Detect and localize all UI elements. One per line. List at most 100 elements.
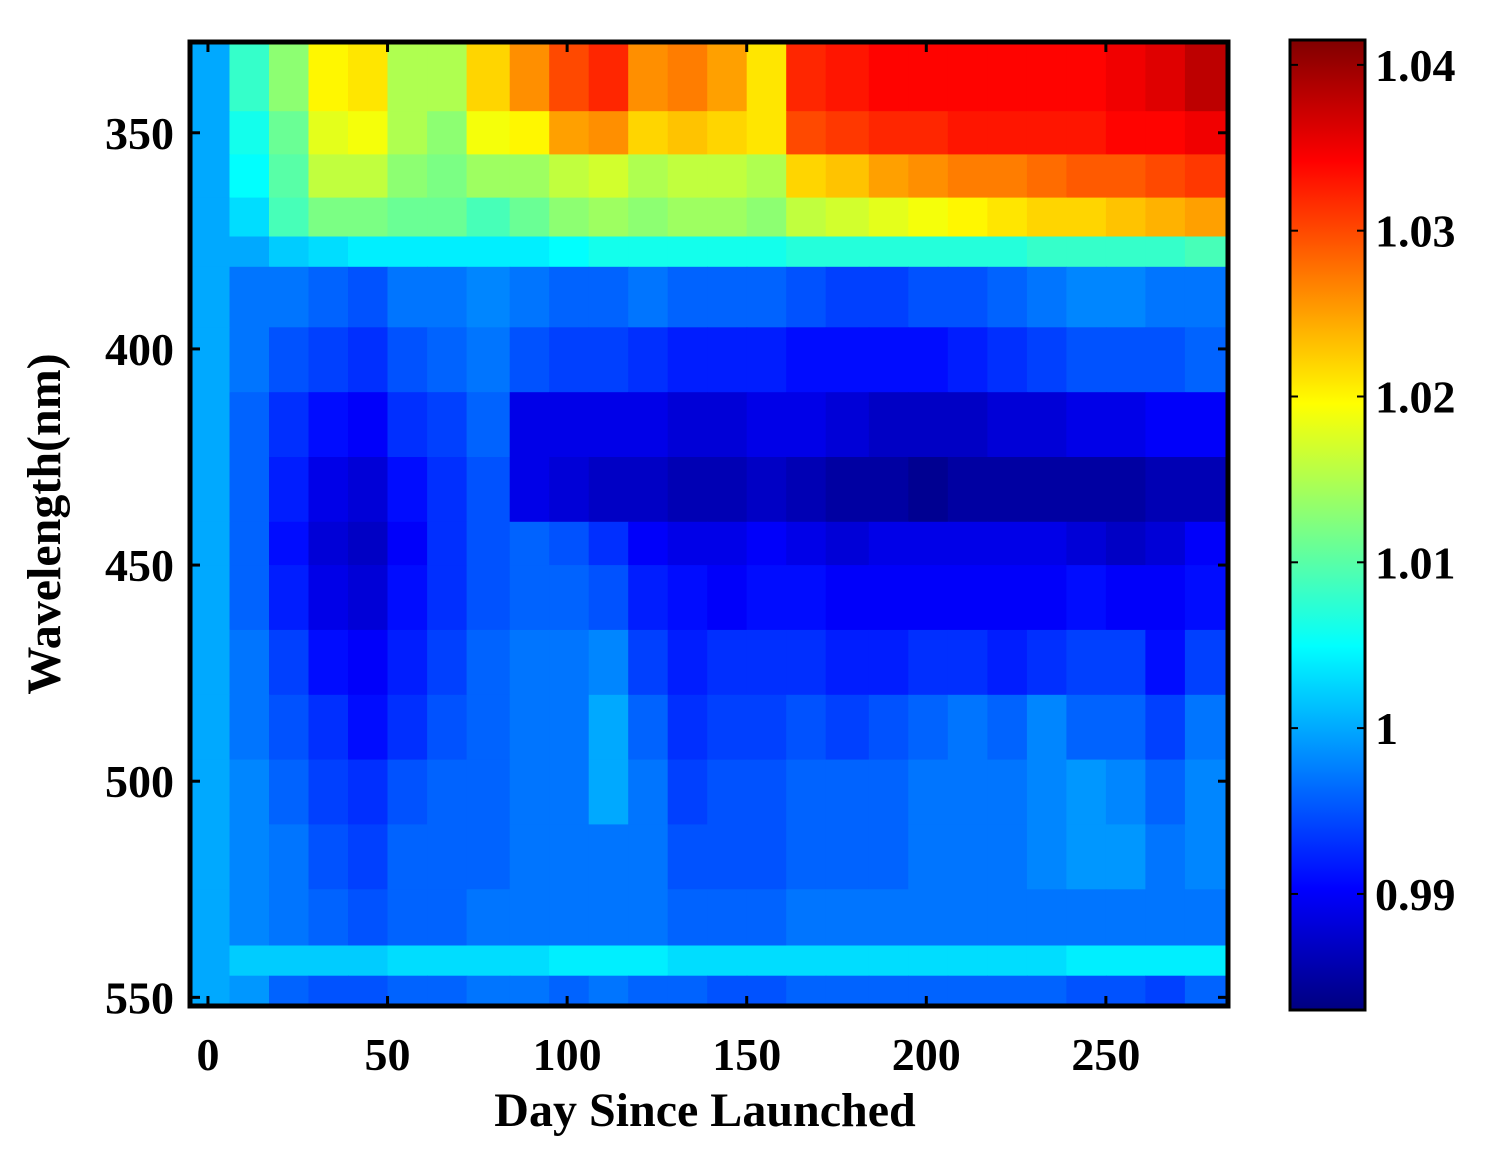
heatmap-cell (509, 266, 550, 328)
heatmap-cell (667, 759, 708, 825)
heatmap-cell (1105, 975, 1146, 1006)
heatmap-cell (825, 945, 870, 977)
heatmap-cell (549, 565, 590, 631)
heatmap-cell (190, 266, 231, 328)
heatmap-cell (190, 392, 231, 458)
heatmap-cell (786, 197, 827, 238)
heatmap-cell (987, 42, 1028, 112)
heatmap-cell (549, 521, 590, 566)
heatmap-cell (308, 197, 349, 238)
heatmap-cell (628, 521, 669, 566)
heatmap-cell (746, 521, 787, 566)
heatmap-cell (466, 236, 511, 268)
heatmap-cell (1145, 975, 1186, 1006)
heatmap-cell (229, 694, 270, 761)
heatmap-cell (987, 392, 1028, 458)
heatmap-cell (348, 154, 389, 199)
heatmap-cell (746, 197, 787, 238)
heatmap-cell (1026, 945, 1067, 977)
heatmap-cell (786, 42, 827, 112)
heatmap-cell (387, 197, 428, 238)
heatmap-cell (549, 457, 590, 523)
heatmap-cell (707, 266, 748, 328)
heatmap-cell (1184, 629, 1228, 696)
heatmap-cell (549, 236, 590, 268)
heatmap-cell (628, 154, 669, 199)
heatmap-cell (509, 111, 550, 155)
heatmap-cell (667, 457, 708, 523)
heatmap-cell (707, 111, 748, 155)
heatmap-cell (628, 392, 669, 458)
heatmap-cell (707, 889, 748, 947)
heatmap-cell (1105, 629, 1146, 696)
heatmap-cell (588, 392, 629, 458)
heatmap-cell (308, 327, 349, 393)
y-axis-ticks: 350 400 450 500 550 (105, 108, 1228, 1023)
heatmap-cell (1184, 945, 1228, 977)
heatmap-cell (825, 392, 870, 458)
heatmap-cell (588, 824, 629, 890)
heatmap-cell (947, 111, 988, 155)
heatmap-cell (1026, 975, 1067, 1006)
heatmap-cell (466, 975, 511, 1006)
heatmap-cell (229, 824, 270, 890)
heatmap-cell (667, 694, 708, 761)
heatmap-cell (868, 889, 909, 947)
heatmap-cell (987, 327, 1028, 393)
heatmap-cell (588, 565, 629, 631)
heatmap-cell (1145, 327, 1186, 393)
heatmap-cell (908, 236, 949, 268)
heatmap-cell (308, 565, 349, 631)
heatmap-cell (1184, 824, 1228, 890)
heatmap-cell (1184, 975, 1228, 1006)
heatmap-cell (667, 521, 708, 566)
heatmap-cell (466, 266, 511, 328)
heatmap-cell (1184, 236, 1228, 268)
heatmap-cell (308, 824, 349, 890)
heatmap-cell (1066, 42, 1107, 112)
heatmap-cell (509, 154, 550, 199)
heatmap-cell (825, 889, 870, 947)
heatmap-cell (348, 197, 389, 238)
heatmap-cell (786, 759, 827, 825)
y-tick-label: 350 (105, 108, 174, 159)
heatmap-cell (308, 111, 349, 155)
heatmap-cell (427, 521, 468, 566)
heatmap-cell (229, 759, 270, 825)
colorbar-tick-label: 0.99 (1375, 869, 1456, 920)
heatmap-cell (825, 111, 870, 155)
heatmap-cell (588, 889, 629, 947)
heatmap-cell (825, 975, 870, 1006)
heatmap-cell (549, 824, 590, 890)
heatmap-cell (825, 327, 870, 393)
heatmap-cell (987, 197, 1028, 238)
heatmap-cell (746, 111, 787, 155)
colorbar-ticks: 0.99 1 1.01 1.02 1.03 1.04 (1290, 40, 1456, 920)
heatmap-cell (628, 975, 669, 1006)
heatmap-cell (947, 327, 988, 393)
heatmap-cell (707, 975, 748, 1006)
heatmap-cell (348, 975, 389, 1006)
heatmap-cell (868, 197, 909, 238)
heatmap-cell (628, 266, 669, 328)
heatmap-cell (868, 565, 909, 631)
heatmap-cell (588, 457, 629, 523)
heatmap-cell (908, 975, 949, 1006)
x-tick-label: 250 (1071, 1029, 1140, 1080)
heatmap-cell (1026, 266, 1067, 328)
heatmap-cell (868, 457, 909, 523)
heatmap-cell (1184, 565, 1228, 631)
heatmap-cell (509, 392, 550, 458)
heatmap-cell (1184, 392, 1228, 458)
heatmap-cell (588, 521, 629, 566)
heatmap-cell (868, 945, 909, 977)
heatmap-cell (667, 824, 708, 890)
y-axis-label: Wavelength(nm) (18, 353, 71, 694)
heatmap-cell (825, 759, 870, 825)
heatmap-cell (667, 154, 708, 199)
heatmap-cell (908, 42, 949, 112)
heatmap-cell (1066, 694, 1107, 761)
heatmap-cell (427, 889, 468, 947)
heatmap-cell (947, 457, 988, 523)
heatmap-cell (466, 42, 511, 112)
